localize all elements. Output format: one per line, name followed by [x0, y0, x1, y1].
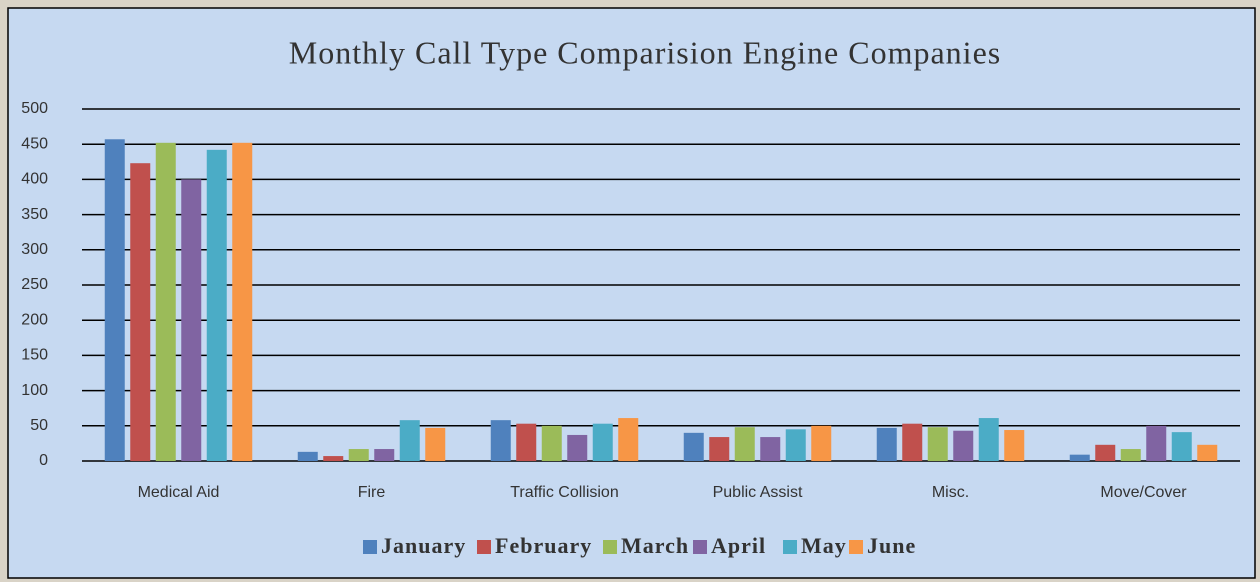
bar: [927, 427, 948, 461]
chart-title: Monthly Call Type Comparision Engine Com…: [289, 34, 1001, 70]
legend-swatch: [363, 540, 377, 554]
legend-label: June: [867, 533, 916, 558]
legend-swatch: [693, 540, 707, 554]
bar: [1069, 454, 1090, 461]
bar: [760, 437, 781, 461]
legend-label: February: [495, 533, 592, 558]
x-tick-label: Fire: [358, 484, 386, 501]
bar: [323, 456, 344, 461]
bar: [516, 423, 537, 461]
y-tick-label: 0: [39, 452, 48, 469]
legend-label: January: [381, 533, 466, 558]
bar: [232, 142, 253, 462]
bar: [399, 420, 420, 461]
x-tick-label: Public Assist: [713, 484, 803, 501]
bar: [1004, 430, 1025, 461]
bar: [1146, 425, 1167, 461]
legend-swatch: [603, 540, 617, 554]
bar: [618, 418, 639, 461]
legend-swatch: [849, 540, 863, 554]
bar: [978, 418, 999, 461]
bar: [374, 449, 395, 461]
y-tick-label: 350: [21, 206, 48, 223]
bar: [155, 142, 176, 462]
bar: [567, 434, 588, 461]
bar: [348, 449, 369, 461]
legend-label: May: [801, 533, 847, 558]
y-tick-label: 100: [21, 382, 48, 399]
bar: [104, 139, 125, 461]
bar: [297, 451, 318, 461]
bar: [181, 179, 202, 461]
y-tick-label: 500: [21, 100, 48, 117]
y-tick-label: 250: [21, 276, 48, 293]
bar: [490, 420, 511, 461]
y-tick-label: 400: [21, 171, 48, 188]
bar: [1171, 432, 1192, 461]
bar: [541, 425, 562, 461]
bar: [953, 430, 974, 461]
x-tick-label: Medical Aid: [138, 484, 220, 501]
y-tick-label: 200: [21, 311, 48, 328]
bar: [1095, 444, 1116, 461]
legend-label: April: [711, 533, 766, 558]
y-tick-label: 450: [21, 135, 48, 152]
bar: [902, 423, 923, 461]
y-tick-label: 300: [21, 241, 48, 258]
x-tick-label: Move/Cover: [1100, 484, 1187, 501]
bar: [1120, 449, 1141, 461]
y-tick-label: 150: [21, 347, 48, 364]
legend-swatch: [783, 540, 797, 554]
bar: [876, 427, 897, 461]
bar: [206, 149, 227, 461]
x-tick-label: Misc.: [932, 484, 969, 501]
bar: [683, 432, 704, 461]
bar: [734, 427, 755, 461]
y-tick-label: 50: [30, 417, 48, 434]
bar: [785, 429, 806, 461]
bar: [811, 425, 832, 461]
legend-label: March: [621, 533, 689, 558]
bar: [592, 423, 613, 461]
bar: [1197, 444, 1218, 461]
bar: [425, 427, 446, 461]
legend-swatch: [477, 540, 491, 554]
bar: [130, 163, 151, 461]
x-tick-label: Traffic Collision: [510, 484, 618, 501]
bar: [709, 437, 730, 461]
